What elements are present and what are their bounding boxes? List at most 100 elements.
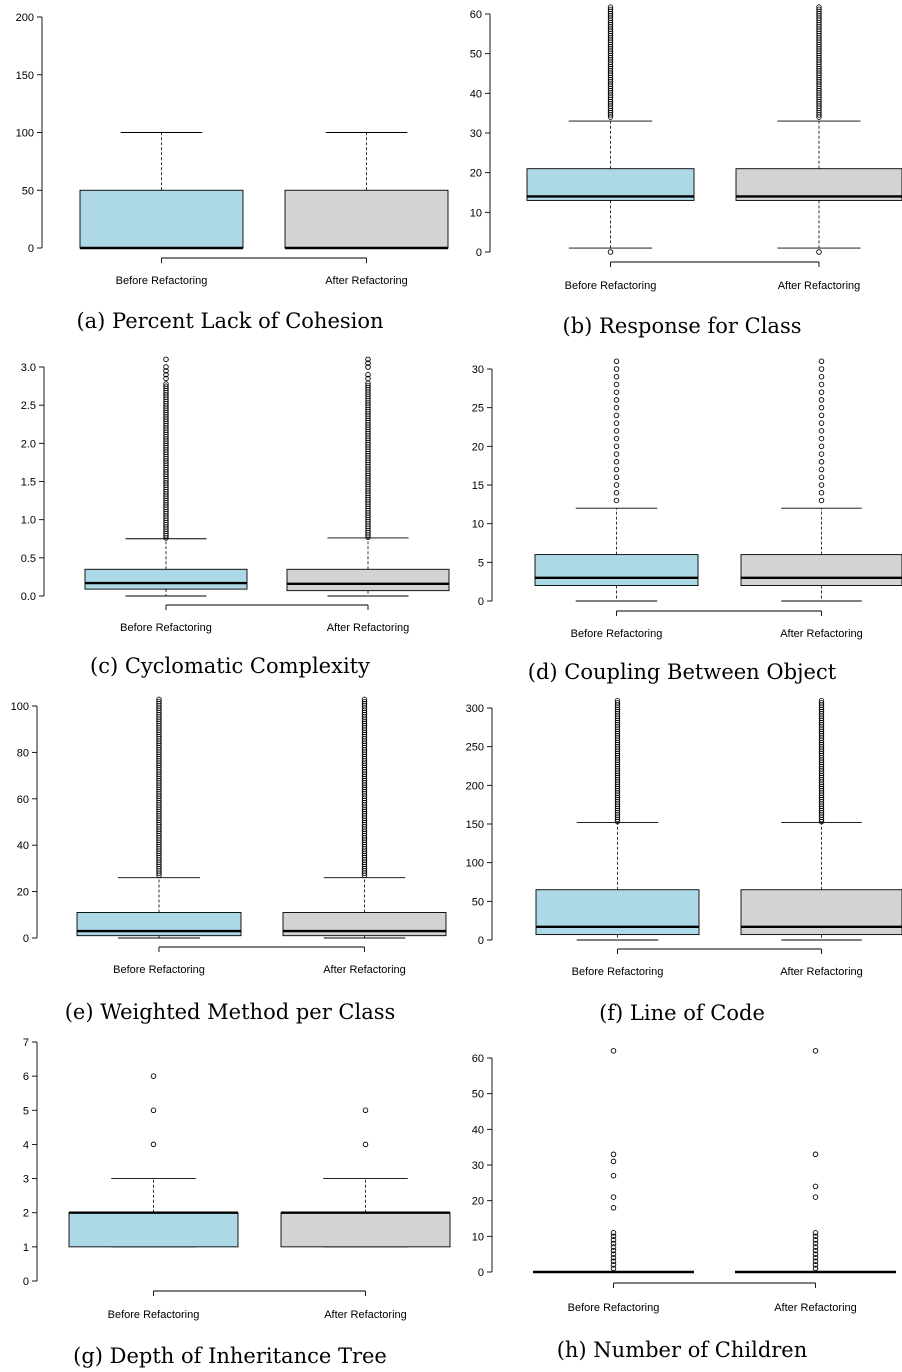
outlier-point (365, 364, 371, 370)
outlier-point (150, 1107, 157, 1114)
outlier-point (812, 1247, 819, 1254)
outlier-point (818, 428, 825, 434)
box-iqr (740, 554, 902, 586)
box-after (740, 697, 902, 941)
box-iqr (84, 568, 248, 590)
y-tick-label: 10 (472, 1231, 484, 1243)
y-tick-label: 60 (472, 1053, 484, 1065)
box-after (286, 356, 450, 597)
outlier-point (361, 698, 368, 705)
outlier-point (610, 1151, 617, 1158)
outlier-point (610, 1251, 617, 1257)
chart-c: 0.0 0.5 1.0 1.5 2.0 2.5 3.0 Before Refactoring A… (21, 356, 450, 678)
y-tick-label: 30 (472, 1160, 484, 1172)
outlier-point (613, 412, 620, 419)
x-category-label: After Refactoring (780, 628, 863, 640)
outlier-point (156, 698, 162, 705)
outlier-point (610, 1240, 617, 1247)
chart-caption: (b) Response for Class (563, 314, 802, 338)
chart-caption: (e) Weighted Method per Class (65, 1000, 396, 1024)
outlier-point (812, 1240, 819, 1247)
outlier-point (613, 389, 620, 395)
outlier-point (365, 360, 371, 366)
outlier-point (613, 482, 620, 488)
outlier-point (613, 366, 620, 372)
outlier-point (818, 497, 825, 504)
box-before (68, 1073, 239, 1248)
outlier-point (163, 381, 169, 387)
outlier-point (812, 1265, 819, 1272)
outlier-point (816, 6, 822, 13)
y-tick-label: 15 (472, 480, 484, 492)
y-tick-label: 150 (466, 819, 484, 831)
outlier-point (150, 1073, 157, 1079)
chart-a: 0 50 100 150 200 Before Refactoring After Refa… (16, 12, 449, 333)
x-category-label: Before Refactoring (113, 964, 205, 976)
outlier-point (613, 443, 620, 450)
outlier-point (163, 383, 169, 389)
outlier-point (818, 435, 825, 442)
outlier-point (613, 404, 620, 411)
y-tick-label: 1.0 (21, 515, 36, 527)
y-tick-label: 2.0 (21, 438, 36, 450)
outlier-point (818, 366, 825, 372)
outlier-point (361, 696, 368, 703)
y-tick-label: 0 (478, 1267, 484, 1279)
outlier-point (610, 1258, 617, 1265)
outlier-point (613, 466, 620, 473)
box-after (280, 1107, 451, 1248)
outlier-point (818, 381, 825, 388)
y-tick-label: 100 (466, 858, 484, 870)
outlier-point (812, 1048, 819, 1054)
y-tick-label: 1 (23, 1242, 29, 1254)
y-tick-label: 150 (16, 70, 34, 82)
outlier-point (610, 1233, 617, 1240)
chart-g: 0 1 2 3 4 5 6 7 Before Refactoring After Refactor… (23, 1037, 451, 1368)
y-tick-label: 4 (23, 1139, 29, 1151)
y-tick-label: 80 (17, 747, 29, 759)
y-tick-label: 0 (23, 933, 29, 945)
y-tick-label: 5 (478, 557, 484, 569)
outlier-point (613, 420, 620, 426)
y-tick-label: 2.5 (21, 400, 36, 412)
chart-caption: (f) Line of Code (599, 1001, 765, 1025)
x-category-label: After Refactoring (774, 1302, 857, 1314)
outlier-point (812, 1251, 819, 1257)
box-after (740, 358, 902, 602)
outlier-point (362, 1107, 369, 1114)
outlier-point (613, 459, 620, 465)
x-category-label: Before Refactoring (565, 280, 657, 292)
x-category-label: Before Refactoring (120, 622, 212, 634)
outlier-point (163, 364, 169, 370)
y-tick-label: 20 (470, 168, 482, 180)
box-before (535, 697, 700, 941)
outlier-point (610, 1194, 617, 1200)
box-after (282, 696, 447, 939)
outlier-point (613, 451, 620, 457)
box-before (533, 1048, 694, 1274)
x-category-label: After Refactoring (780, 966, 863, 978)
chart-caption: (d) Coupling Between Object (528, 660, 837, 684)
outlier-point (818, 474, 825, 481)
x-category-label: After Refactoring (325, 275, 408, 287)
chart-f: 0 50 100 150 200 250 300 Before Refactoring Afte… (466, 697, 902, 1025)
y-tick-label: 3.0 (21, 362, 36, 374)
outlier-point (156, 696, 162, 703)
box-iqr (79, 189, 244, 249)
outlier-point (163, 371, 169, 378)
x-category-label: Before Refactoring (571, 628, 663, 640)
outlier-point (610, 1230, 617, 1236)
box-before (526, 4, 695, 255)
y-tick-label: 20 (472, 1196, 484, 1208)
x-category-label: Before Refactoring (116, 275, 208, 287)
outlier-point (818, 697, 825, 704)
x-category-label: After Refactoring (324, 1309, 407, 1321)
y-tick-label: 10 (472, 519, 484, 531)
outlier-point (812, 1254, 819, 1261)
y-tick-label: 50 (472, 1089, 484, 1101)
y-tick-label: 100 (16, 128, 34, 140)
outlier-point (816, 249, 822, 255)
outlier-point (607, 6, 614, 13)
outlier-point (816, 4, 822, 10)
outlier-point (812, 1151, 819, 1158)
